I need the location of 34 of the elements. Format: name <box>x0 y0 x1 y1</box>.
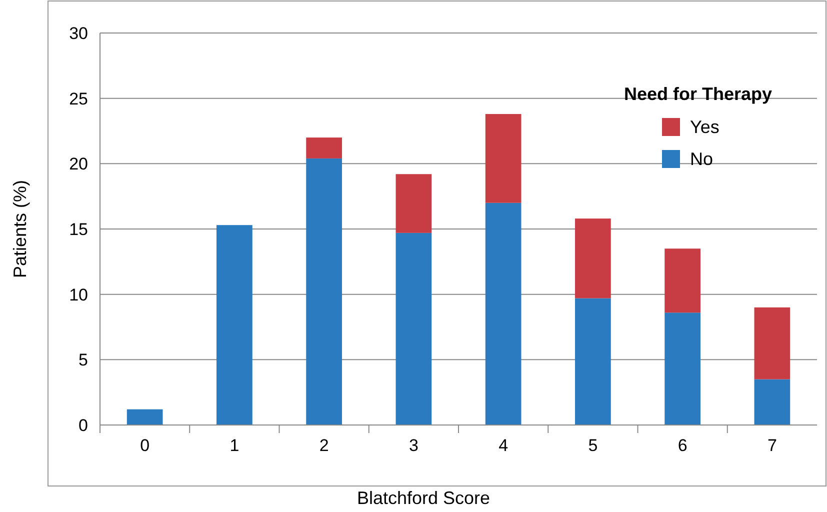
x-axis-title: Blatchford Score <box>356 488 490 508</box>
legend-label: Yes <box>690 117 720 137</box>
bar <box>396 232 432 425</box>
x-tick-label: 6 <box>678 436 688 455</box>
x-tick-label: 2 <box>319 436 329 455</box>
y-tick-label: 10 <box>69 285 88 304</box>
bar <box>575 298 611 425</box>
bar <box>126 409 163 425</box>
y-tick-label: 25 <box>69 89 88 108</box>
bar <box>306 138 342 158</box>
y-tick-label: 15 <box>69 220 88 239</box>
bar <box>664 312 700 425</box>
x-tick-label: 7 <box>767 436 777 455</box>
x-tick-label: 4 <box>498 436 508 455</box>
y-tick-label: 20 <box>69 154 88 174</box>
y-axis-title: Patients (%) <box>10 180 30 278</box>
x-tick-label: 5 <box>588 436 598 455</box>
bar <box>754 379 790 425</box>
bar <box>575 218 611 298</box>
bar <box>485 114 522 203</box>
x-tick-label: 0 <box>140 436 150 455</box>
bar <box>306 158 342 425</box>
y-tick-label: 30 <box>69 24 88 43</box>
x-tick-label: 3 <box>408 436 418 455</box>
x-tick-label: 1 <box>230 436 240 455</box>
y-tick-label: 5 <box>78 350 88 370</box>
bar <box>216 225 252 425</box>
legend-label: No <box>690 149 714 169</box>
y-tick-label: 0 <box>78 416 88 435</box>
bar <box>485 202 522 425</box>
bar <box>754 307 790 380</box>
legend-title: Need for Therapy <box>624 84 772 104</box>
bar <box>664 248 700 313</box>
bar <box>396 174 432 233</box>
